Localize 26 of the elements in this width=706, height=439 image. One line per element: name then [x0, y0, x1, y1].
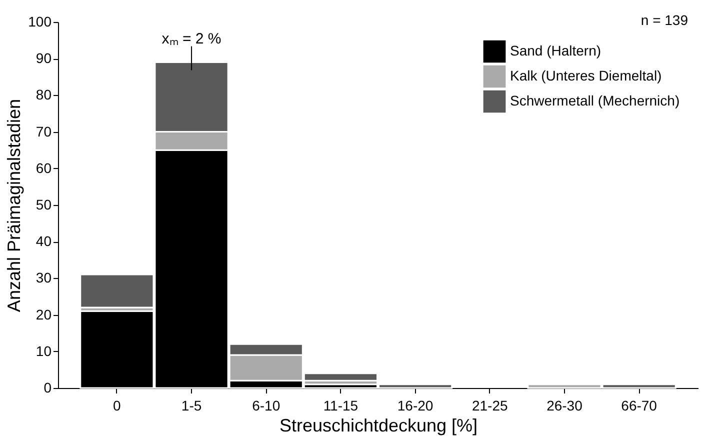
y-tick-label: 50: [36, 196, 52, 212]
legend-label: Schwermetall (Mechernich): [510, 92, 680, 108]
x-tick-label: 16-20: [397, 398, 434, 414]
y-tick-label: 30: [36, 270, 52, 286]
x-tick-label: 0: [113, 398, 122, 414]
x-tick-label: 11-15: [323, 398, 358, 414]
x-tick-label: 1-5: [181, 398, 202, 414]
x-tick-label: 66-70: [621, 398, 658, 414]
x-tick-label: 21-25: [472, 398, 508, 414]
y-tick-label: 100: [28, 14, 52, 30]
legend-label: Kalk (Unteres Diemeltal): [510, 68, 662, 84]
legend-label: Sand (Haltern): [510, 42, 602, 58]
y-tick-label: 10: [36, 342, 52, 359]
x-axis-title: Streuschichtdeckung [%]: [279, 416, 478, 436]
y-tick-label: 0: [44, 380, 52, 396]
y-tick-label: 40: [36, 233, 52, 250]
y-tick-label: 70: [36, 123, 52, 140]
y-tick-label: 60: [36, 160, 52, 176]
y-tick-label: 80: [36, 86, 52, 103]
y-axis-title: Anzahl Präimaginalstadien: [4, 98, 24, 312]
y-tick-label: 20: [36, 306, 52, 322]
x-tick-label: 26-30: [546, 398, 583, 414]
x-tick-label: 6-10: [252, 398, 280, 414]
annotation: n = 139: [640, 12, 688, 28]
y-tick-label: 90: [36, 50, 52, 66]
annotation: xₘ = 2 %: [162, 30, 222, 48]
